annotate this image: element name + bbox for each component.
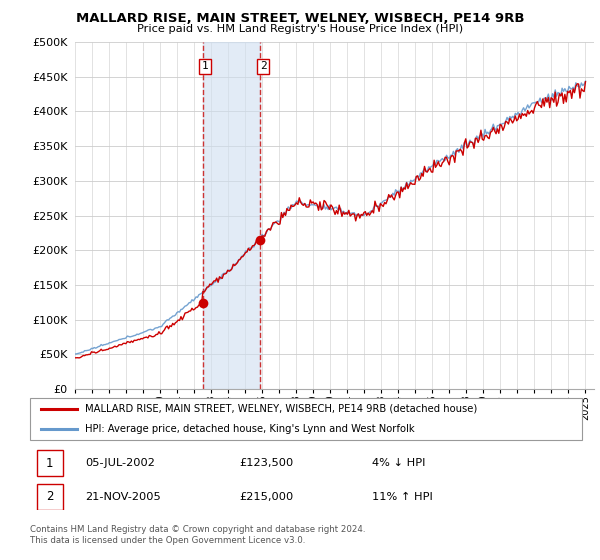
FancyBboxPatch shape xyxy=(30,398,582,440)
Text: 4% ↓ HPI: 4% ↓ HPI xyxy=(372,458,426,468)
Bar xyxy=(203,42,260,389)
FancyBboxPatch shape xyxy=(37,484,63,510)
Text: £123,500: £123,500 xyxy=(240,458,294,468)
Text: 11% ↑ HPI: 11% ↑ HPI xyxy=(372,492,433,502)
Text: 21-NOV-2005: 21-NOV-2005 xyxy=(85,492,161,502)
FancyBboxPatch shape xyxy=(37,450,63,476)
Text: 05-JUL-2002: 05-JUL-2002 xyxy=(85,458,155,468)
Text: MALLARD RISE, MAIN STREET, WELNEY, WISBECH, PE14 9RB: MALLARD RISE, MAIN STREET, WELNEY, WISBE… xyxy=(76,12,524,25)
Text: 1: 1 xyxy=(202,61,209,71)
Text: Contains HM Land Registry data © Crown copyright and database right 2024.
This d: Contains HM Land Registry data © Crown c… xyxy=(30,525,365,545)
Text: 1: 1 xyxy=(46,457,53,470)
Text: 2: 2 xyxy=(260,61,266,71)
Text: 2: 2 xyxy=(46,490,53,503)
Text: £215,000: £215,000 xyxy=(240,492,294,502)
Text: MALLARD RISE, MAIN STREET, WELNEY, WISBECH, PE14 9RB (detached house): MALLARD RISE, MAIN STREET, WELNEY, WISBE… xyxy=(85,404,478,414)
Text: Price paid vs. HM Land Registry's House Price Index (HPI): Price paid vs. HM Land Registry's House … xyxy=(137,24,463,34)
Text: HPI: Average price, detached house, King's Lynn and West Norfolk: HPI: Average price, detached house, King… xyxy=(85,424,415,434)
